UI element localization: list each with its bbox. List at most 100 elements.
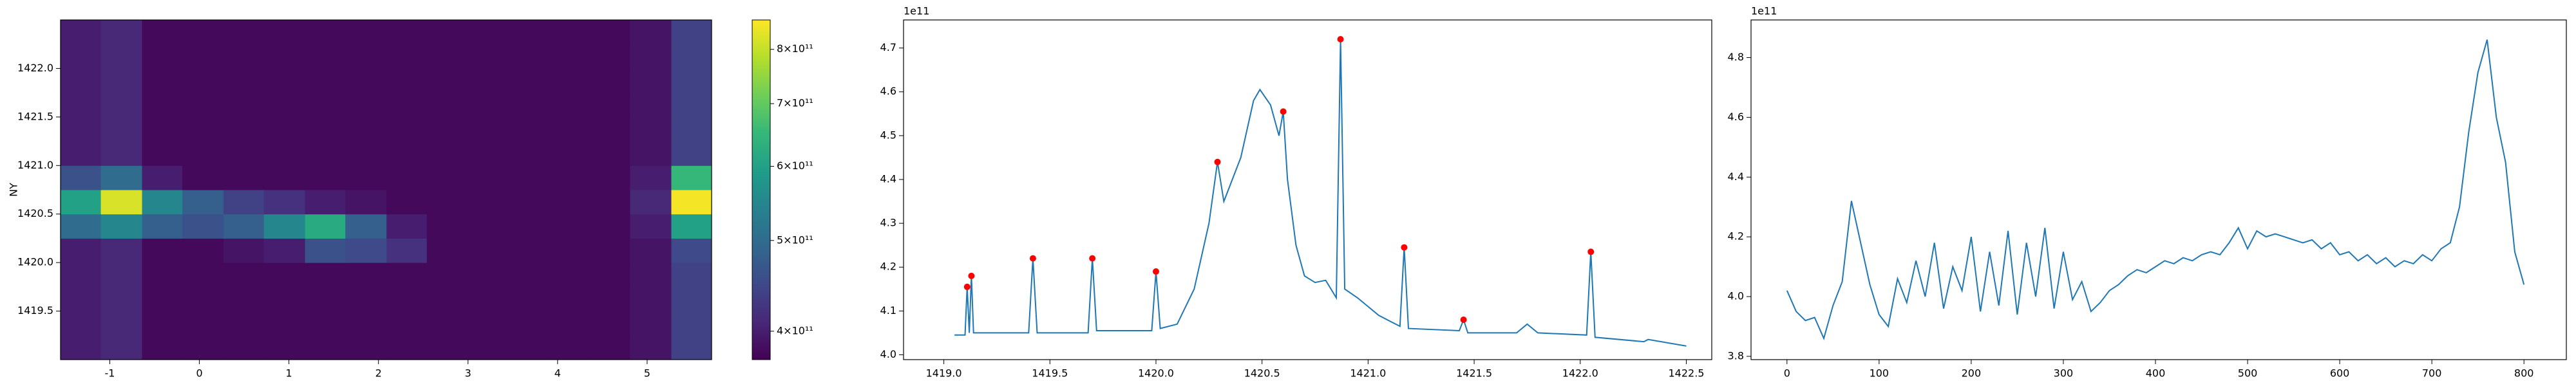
- peak-marker: [968, 272, 975, 279]
- heatmap-cell: [426, 141, 469, 166]
- heatmap-cell: [223, 20, 265, 45]
- colorbar-tick-label: 7×10¹¹: [777, 97, 813, 109]
- x-tick-label: 800: [2514, 367, 2534, 380]
- heatmap-cell: [182, 311, 224, 336]
- heatmap-cell: [61, 93, 102, 118]
- colorbar-tick-label: 8×10¹¹: [777, 42, 813, 55]
- heatmap-cell: [548, 335, 591, 360]
- heatmap-cell: [100, 20, 143, 45]
- heatmap-cell: [345, 165, 387, 190]
- heatmap-cell: [263, 335, 306, 360]
- heatmap-cell: [61, 311, 102, 336]
- heatmap-cell: [61, 165, 102, 190]
- heatmap-cell: [671, 238, 712, 263]
- heatmap-cell: [386, 214, 428, 239]
- heatmap-cell: [263, 262, 306, 288]
- heatmap-cell: [671, 116, 712, 142]
- heatmap-cell: [630, 141, 672, 166]
- heatmap-cell: [223, 93, 265, 118]
- heatmap-cell: [508, 286, 549, 312]
- axes-frame: [903, 19, 1712, 360]
- heatmap-cell: [345, 141, 387, 166]
- colorbar-tick-label: 5×10¹¹: [777, 234, 813, 246]
- heatmap-cell: [630, 238, 672, 263]
- x-tick-label: 1421.5: [1456, 367, 1492, 380]
- heatmap-cell: [182, 20, 224, 45]
- heatmap-cell: [142, 44, 183, 69]
- heatmap-cell: [100, 262, 143, 288]
- heatmap-cell: [263, 116, 306, 142]
- x-tick-label: 2: [375, 367, 382, 380]
- heatmap-cell: [630, 20, 672, 45]
- x-tick-label: 1422.5: [1668, 367, 1704, 380]
- heatmap-cell: [100, 286, 143, 312]
- heatmap-cell: [100, 68, 143, 93]
- heatmap-cell: [263, 165, 306, 190]
- heatmap-cell: [426, 93, 469, 118]
- peak-marker: [1280, 108, 1287, 115]
- heatmap-cell: [305, 20, 346, 45]
- heatmap-cell: [589, 93, 630, 118]
- heatmap-cell: [223, 311, 265, 336]
- heatmap-cell: [630, 311, 672, 336]
- heatmap-cell: [630, 93, 672, 118]
- heatmap-cell: [100, 93, 143, 118]
- heatmap-cell: [305, 165, 346, 190]
- y-tick-label: 1421.5: [17, 110, 53, 122]
- y-tick-label: 3.8: [1728, 349, 1744, 362]
- heatmap-cell: [182, 165, 224, 190]
- heatmap-cell: [386, 116, 428, 142]
- heatmap-cell: [61, 116, 102, 142]
- heatmap-cell: [630, 262, 672, 288]
- x-tick-label: 0: [1784, 367, 1790, 380]
- heatmap-cell: [142, 116, 183, 142]
- y-tick-label: 1420.5: [17, 207, 53, 219]
- axes-frame: [60, 19, 712, 360]
- heatmap-cell: [589, 286, 630, 312]
- heatmap-cell: [671, 20, 712, 45]
- y-tick-label: 4.2: [1728, 230, 1744, 243]
- heatmap-cell: [182, 116, 224, 142]
- x-tick-label: 1: [286, 367, 292, 380]
- y-axis-label: NY: [8, 183, 20, 197]
- heatmap-cell: [589, 190, 630, 215]
- heatmap-cell: [630, 335, 672, 360]
- y-tick-label: 4.4: [880, 172, 896, 185]
- heatmap-cell: [182, 44, 224, 69]
- heatmap-cell: [589, 311, 630, 336]
- heatmap-cell: [548, 262, 591, 288]
- heatmap-cell: [386, 68, 428, 93]
- heatmap-cell: [468, 68, 509, 93]
- heatmap-cell: [345, 238, 387, 263]
- heatmap-cell: [671, 214, 712, 239]
- heatmap-cell: [305, 311, 346, 336]
- x-tick-label: 1419.5: [1032, 367, 1068, 380]
- heatmap-cell: [468, 311, 509, 336]
- heatmap-cell: [100, 116, 143, 142]
- heatmap-cell: [100, 44, 143, 69]
- heatmap-cell: [223, 238, 265, 263]
- heatmap-cell: [263, 238, 306, 263]
- x-tick-label: 1421.0: [1350, 367, 1386, 380]
- heatmap-cell: [345, 116, 387, 142]
- heatmap-cell: [100, 335, 143, 360]
- heatmap-cell: [61, 20, 102, 45]
- heatmap-cell: [142, 238, 183, 263]
- heatmap-cell: [345, 286, 387, 312]
- x-tick-label: 5: [644, 367, 650, 380]
- heatmap-cell: [468, 214, 509, 239]
- heatmap-cell: [671, 93, 712, 118]
- y-tick-label: 4.0: [1728, 290, 1744, 302]
- peak-marker: [1214, 158, 1221, 165]
- heatmap-cell: [589, 214, 630, 239]
- heatmap-cell: [589, 116, 630, 142]
- heatmap-cell: [345, 68, 387, 93]
- heatmap-cell: [345, 311, 387, 336]
- heatmap-cell: [630, 286, 672, 312]
- heatmap-cell: [671, 311, 712, 336]
- heatmap-cell: [630, 190, 672, 215]
- y-tick-label: 4.4: [1728, 170, 1744, 183]
- heatmap-cell: [671, 68, 712, 93]
